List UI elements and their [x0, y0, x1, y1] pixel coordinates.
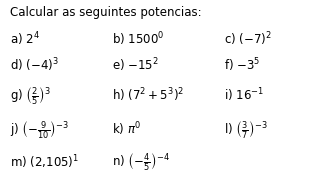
Text: Calcular as seguintes potencias:: Calcular as seguintes potencias: [10, 6, 201, 19]
Text: a) $2^{4}$: a) $2^{4}$ [10, 31, 39, 48]
Text: f) $-3^{5}$: f) $-3^{5}$ [224, 56, 260, 74]
Text: m) $(2{,}105)^{1}$: m) $(2{,}105)^{1}$ [10, 153, 79, 171]
Text: b) $1500^{0}$: b) $1500^{0}$ [112, 31, 164, 48]
Text: l) $\left(\frac{3}{7}\right)^{-3}$: l) $\left(\frac{3}{7}\right)^{-3}$ [224, 119, 268, 140]
Text: c) $(-7)^{2}$: c) $(-7)^{2}$ [224, 31, 272, 48]
Text: d) $(-4)^{3}$: d) $(-4)^{3}$ [10, 56, 59, 74]
Text: h) $(7^{2}+5^{3})^{2}$: h) $(7^{2}+5^{3})^{2}$ [112, 87, 184, 104]
Text: k) $\pi^{0}$: k) $\pi^{0}$ [112, 121, 141, 138]
Text: i) $16^{-1}$: i) $16^{-1}$ [224, 87, 264, 104]
Text: n) $\left(-\frac{4}{5}\right)^{-4}$: n) $\left(-\frac{4}{5}\right)^{-4}$ [112, 152, 170, 172]
Text: j) $\left(-\frac{9}{10}\right)^{-3}$: j) $\left(-\frac{9}{10}\right)^{-3}$ [10, 119, 69, 140]
Text: e) $-15^{2}$: e) $-15^{2}$ [112, 56, 159, 74]
Text: g) $\left(\frac{2}{5}\right)^{3}$: g) $\left(\frac{2}{5}\right)^{3}$ [10, 85, 51, 106]
